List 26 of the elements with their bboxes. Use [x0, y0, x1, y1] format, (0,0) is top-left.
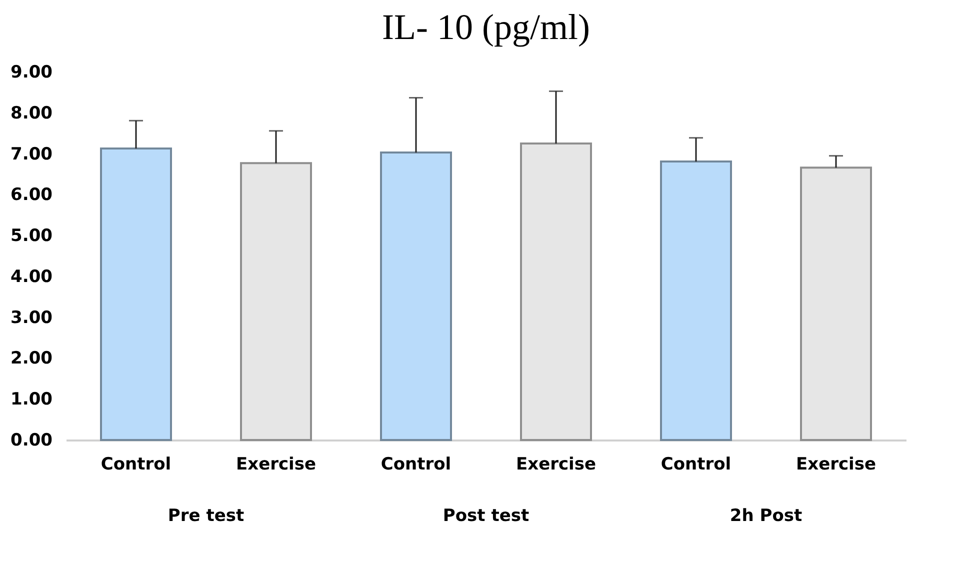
x-tick-label: Exercise	[516, 454, 596, 474]
x-tick-label: Control	[100, 454, 172, 474]
bar	[520, 142, 592, 441]
text: 2h Post	[730, 506, 802, 526]
x-tick-label: Exercise	[236, 454, 316, 474]
x-tick-label: Control	[380, 454, 452, 474]
y-tick-label: 4.00	[10, 266, 53, 287]
bar	[380, 152, 452, 441]
y-tick-label: 1.00	[10, 390, 53, 410]
y-tick-label: 0.00	[10, 430, 53, 450]
y-tick-label: 3.00	[10, 308, 53, 328]
y-tick-label: 9.00	[10, 62, 53, 82]
chart-title: IL- 10 (pg/ml)	[382, 7, 590, 47]
text: Pre test	[168, 506, 244, 526]
y-tick-label: 5.00	[10, 226, 53, 246]
bar	[800, 166, 872, 441]
y-tick-label: 7.00	[10, 144, 53, 164]
y-tick-label: 2.00	[10, 348, 53, 369]
bar	[100, 147, 172, 441]
y-tick-label: 8.00	[10, 103, 53, 124]
text: Post test	[442, 506, 530, 526]
bar	[240, 162, 312, 441]
y-tick-label: 6.00	[10, 185, 53, 206]
x-tick-label: Control	[660, 454, 732, 474]
bar	[660, 160, 732, 441]
x-tick-label: Exercise	[796, 454, 876, 474]
